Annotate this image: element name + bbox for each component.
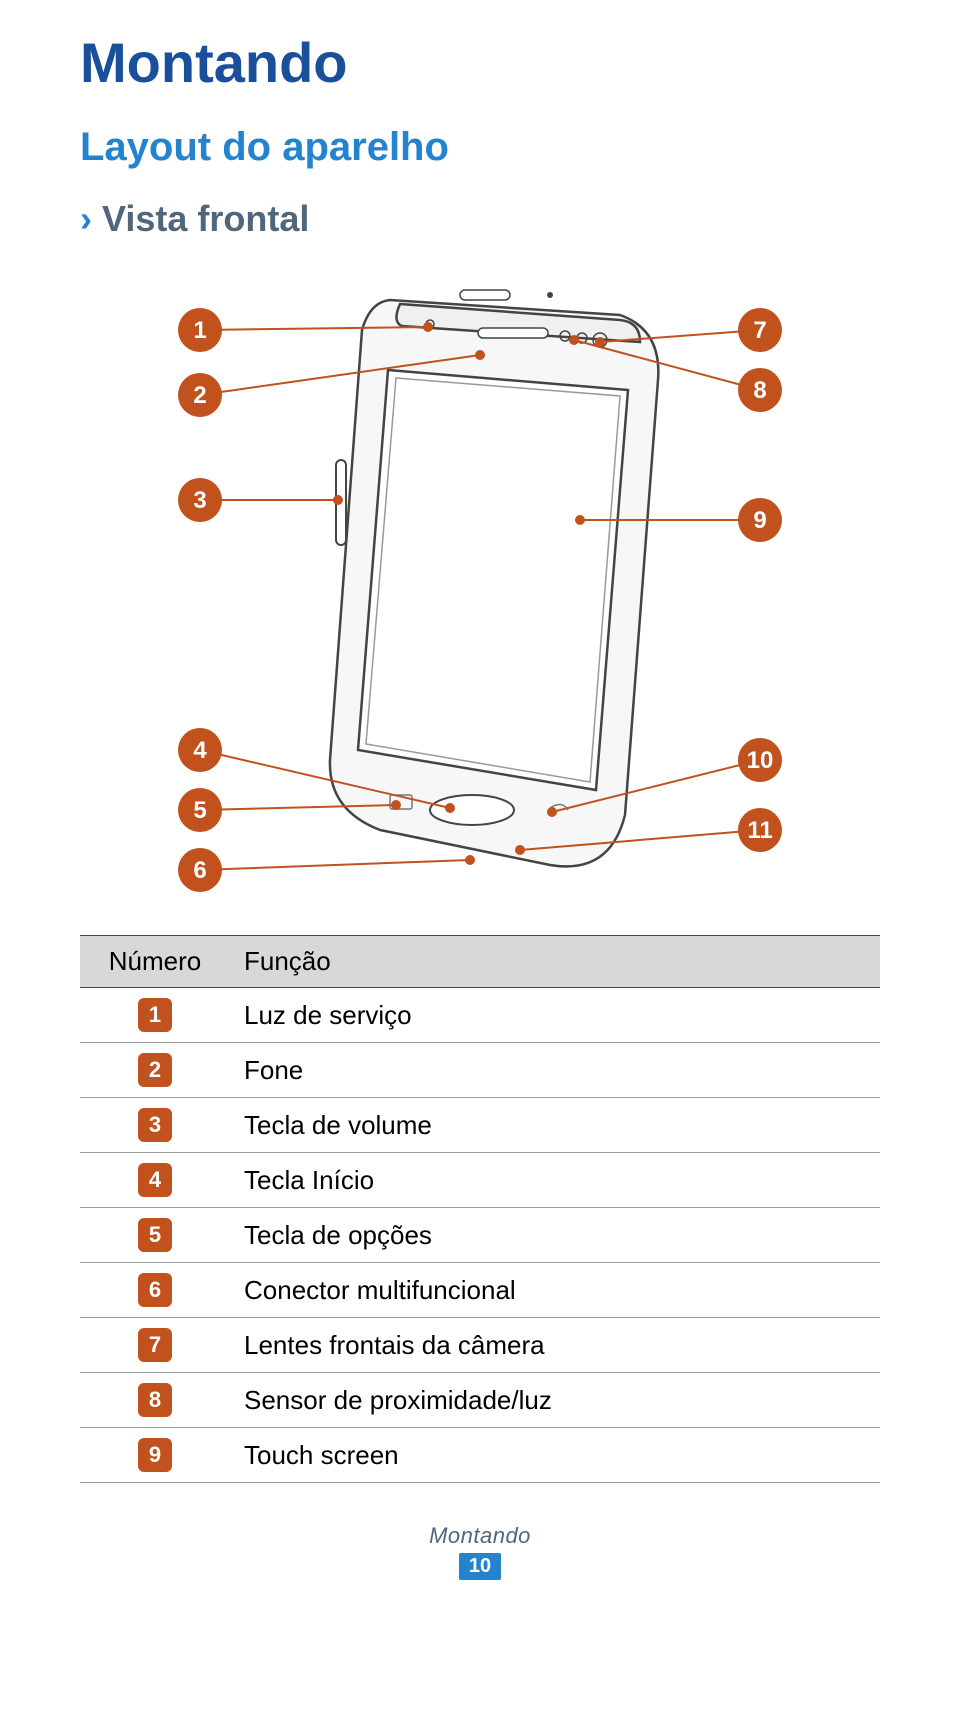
row-number-cell: 5 [80, 1208, 230, 1263]
number-badge: 2 [138, 1053, 172, 1087]
table-row: 4 Tecla Início [80, 1153, 880, 1208]
row-label: Sensor de proximidade/luz [230, 1373, 880, 1428]
number-badge: 5 [138, 1218, 172, 1252]
number-badge: 3 [138, 1108, 172, 1142]
footer-page-number: 10 [459, 1553, 501, 1580]
svg-text:2: 2 [193, 382, 206, 409]
header-num: Número [80, 936, 230, 988]
row-number-cell: 6 [80, 1263, 230, 1318]
row-number-cell: 2 [80, 1043, 230, 1098]
number-badge: 1 [138, 998, 172, 1032]
device-diagram: 1 2 3 4 5 6 7 8 9 10 11 [80, 260, 880, 905]
table-row: 3 Tecla de volume [80, 1098, 880, 1153]
subsection-row: › Vista frontal [80, 198, 880, 240]
section-title: Layout do aparelho [80, 125, 880, 170]
number-badge: 7 [138, 1328, 172, 1362]
svg-text:9: 9 [753, 507, 766, 534]
row-number-cell: 8 [80, 1373, 230, 1428]
number-badge: 8 [138, 1383, 172, 1417]
table-row: 2 Fone [80, 1043, 880, 1098]
svg-text:6: 6 [193, 857, 206, 884]
page-footer: Montando 10 [80, 1523, 880, 1580]
phone-front-svg: 1 2 3 4 5 6 7 8 9 10 11 [80, 260, 880, 900]
row-label: Tecla de volume [230, 1098, 880, 1153]
number-badge: 4 [138, 1163, 172, 1197]
chevron-icon: › [80, 198, 92, 240]
svg-text:7: 7 [753, 317, 766, 344]
page-title: Montando [80, 30, 880, 95]
table-row: 9 Touch screen [80, 1428, 880, 1483]
subsection-title: Vista frontal [102, 198, 309, 240]
svg-text:4: 4 [193, 737, 207, 764]
table-row: 7 Lentes frontais da câmera [80, 1318, 880, 1373]
parts-table: Número Função 1 Luz de serviço 2 Fone 3 Tecla… [80, 935, 880, 1483]
row-number-cell: 4 [80, 1153, 230, 1208]
svg-text:5: 5 [193, 797, 206, 824]
row-number-cell: 1 [80, 988, 230, 1043]
svg-text:3: 3 [193, 487, 206, 514]
row-label: Lentes frontais da câmera [230, 1318, 880, 1373]
header-func: Função [230, 936, 880, 988]
svg-text:1: 1 [193, 317, 206, 344]
table-row: 5 Tecla de opções [80, 1208, 880, 1263]
row-number-cell: 9 [80, 1428, 230, 1483]
row-label: Tecla Início [230, 1153, 880, 1208]
table-row: 6 Conector multifuncional [80, 1263, 880, 1318]
row-label: Tecla de opções [230, 1208, 880, 1263]
table-row: 8 Sensor de proximidade/luz [80, 1373, 880, 1428]
svg-text:11: 11 [747, 817, 772, 844]
svg-text:10: 10 [747, 747, 774, 774]
table-header-row: Número Função [80, 936, 880, 988]
number-badge: 6 [138, 1273, 172, 1307]
row-label: Fone [230, 1043, 880, 1098]
table-row: 1 Luz de serviço [80, 988, 880, 1043]
row-label: Touch screen [230, 1428, 880, 1483]
footer-title: Montando [80, 1523, 880, 1549]
number-badge: 9 [138, 1438, 172, 1472]
svg-text:8: 8 [753, 377, 766, 404]
row-number-cell: 7 [80, 1318, 230, 1373]
row-label: Conector multifuncional [230, 1263, 880, 1318]
row-number-cell: 3 [80, 1098, 230, 1153]
row-label: Luz de serviço [230, 988, 880, 1043]
